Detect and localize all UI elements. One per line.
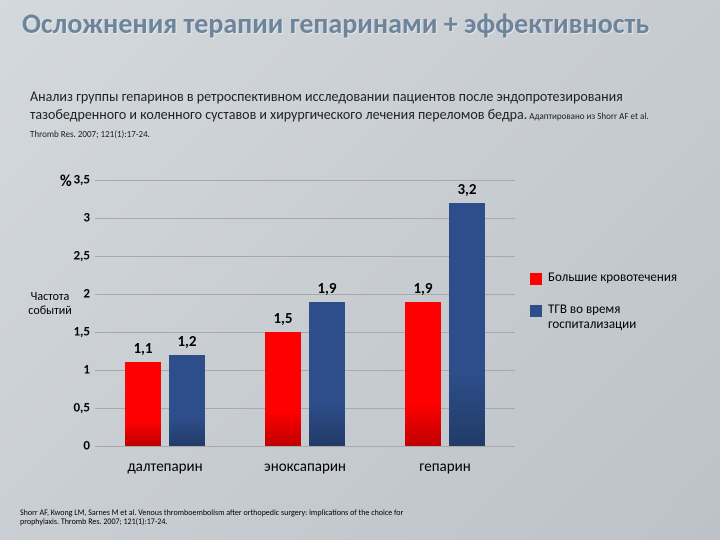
category-label: гепарин bbox=[375, 458, 515, 476]
gridline bbox=[95, 446, 515, 447]
chart: % Частота событий 00,511,522,533,51,11,2… bbox=[20, 170, 700, 480]
bar-value-label: 1,2 bbox=[167, 333, 207, 351]
y-tick-label: 1,5 bbox=[65, 325, 90, 340]
plot-area: 00,511,522,533,51,11,2далтепарин1,51,9эн… bbox=[95, 180, 515, 446]
bar-value-label: 1,5 bbox=[263, 310, 303, 328]
y-tick-label: 3,5 bbox=[65, 173, 90, 188]
legend-label: Большие кровотечения bbox=[548, 270, 677, 286]
legend-swatch bbox=[530, 305, 542, 317]
bar: 1,9 bbox=[309, 302, 345, 446]
category-label: эноксапарин bbox=[235, 458, 375, 476]
bar: 1,5 bbox=[265, 332, 301, 446]
legend-swatch bbox=[530, 273, 542, 285]
footer-citation: Shorr AF, Kwong LM, Sarnes M et al. Veno… bbox=[20, 509, 420, 528]
bar: 1,9 bbox=[405, 302, 441, 446]
bar: 1,2 bbox=[169, 355, 205, 446]
y-tick-label: 1 bbox=[65, 363, 90, 378]
slide-subtitle: Анализ группы гепаринов в ретроспективно… bbox=[30, 88, 670, 142]
legend-label: ТГВ во время госпитализации bbox=[548, 302, 690, 333]
slide: Осложнения терапии гепаринами + эффектив… bbox=[0, 0, 720, 540]
bar-value-label: 1,1 bbox=[123, 340, 163, 358]
y-tick-label: 3 bbox=[65, 211, 90, 226]
bar-value-label: 1,9 bbox=[403, 280, 443, 298]
bar: 1,1 bbox=[125, 362, 161, 446]
y-tick-label: 2 bbox=[65, 287, 90, 302]
bar-value-label: 1,9 bbox=[307, 280, 347, 298]
y-tick-label: 2,5 bbox=[65, 249, 90, 264]
y-tick-label: 0,5 bbox=[65, 401, 90, 416]
bar-value-label: 3,2 bbox=[447, 181, 487, 199]
y-tick-label: 0 bbox=[65, 439, 90, 454]
bar: 3,2 bbox=[449, 203, 485, 446]
legend-item: ТГВ во время госпитализации bbox=[530, 302, 690, 333]
legend: Большие кровотечения ТГВ во время госпита… bbox=[530, 270, 690, 349]
category-label: далтепарин bbox=[95, 458, 235, 476]
legend-item: Большие кровотечения bbox=[530, 270, 690, 286]
slide-title: Осложнения терапии гепаринами + эффектив… bbox=[22, 8, 682, 40]
